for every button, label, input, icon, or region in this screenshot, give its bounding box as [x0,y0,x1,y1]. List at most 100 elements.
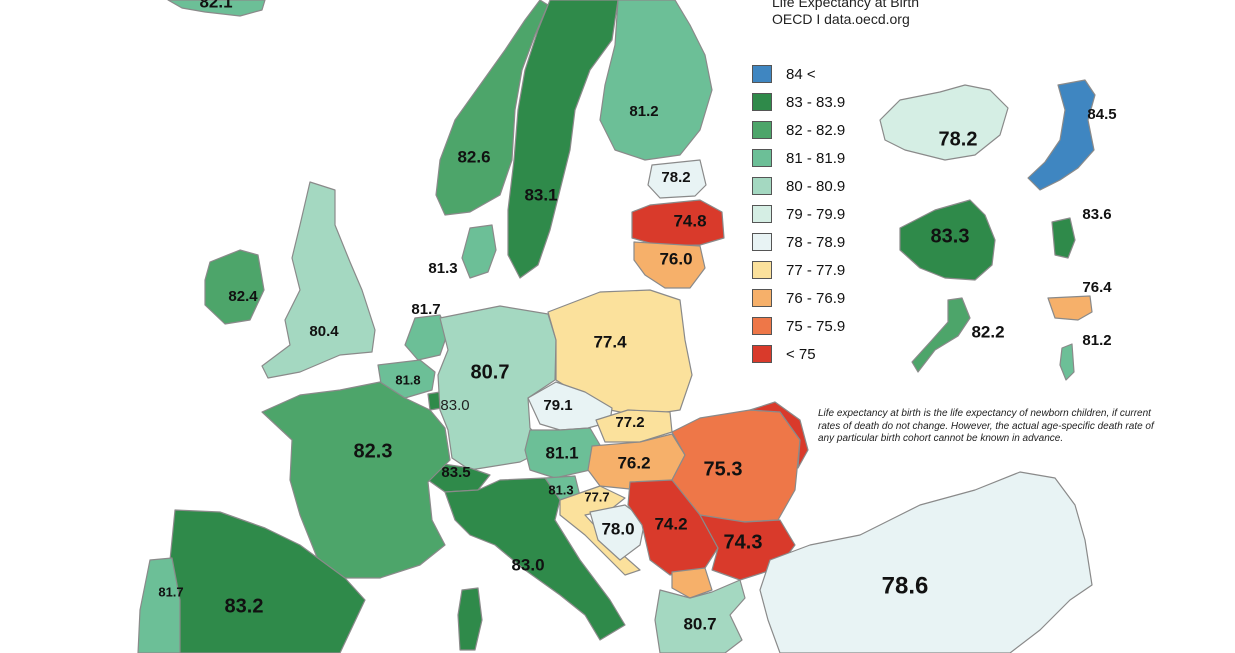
value-iceland: 82.1 [199,0,232,11]
region-denmark [461,224,497,279]
region-turkey [759,471,1093,653]
value-denmark: 81.3 [428,260,457,277]
value-slovakia: 77.2 [615,414,644,431]
region-italy [444,477,626,641]
value-bosnia: 78.0 [601,519,634,538]
value-greece: 80.7 [683,614,716,633]
value-usa: 76.4 [1082,279,1112,296]
value-new-zealand: 82.2 [971,322,1004,341]
legend-label: < 75 [786,345,816,363]
legend-item: 82 - 82.9 [752,116,845,144]
legend-swatch [752,149,772,167]
region-taiwan [1059,343,1075,381]
legend-item: 79 - 79.9 [752,200,845,228]
legend-label: 77 - 77.9 [786,261,846,279]
value-italy: 83.0 [511,555,544,574]
value-czechia: 79.1 [543,397,572,414]
region-estonia [647,159,707,199]
region-macedonia [671,567,713,599]
region-uk [261,181,376,379]
legend-item: 75 - 75.9 [752,312,845,340]
value-croatia: 77.7 [584,489,609,504]
legend-label: 82 - 82.9 [786,121,846,139]
value-austria: 81.1 [545,443,578,462]
legend-swatch [752,177,772,195]
region-poland [547,289,693,417]
legend-label: 75 - 75.9 [786,317,846,335]
value-korea: 83.6 [1082,206,1111,223]
value-netherlands: 81.7 [411,301,440,318]
definition-note: Life expectancy at birth is the life exp… [818,408,1154,444]
legend-swatch [752,261,772,279]
legend-label: 83 - 83.9 [786,93,846,111]
value-turkey: 78.6 [882,572,929,599]
legend-label: 76 - 76.9 [786,289,846,307]
value-france: 82.3 [354,440,393,462]
value-poland: 77.4 [593,332,627,351]
value-spain: 83.2 [225,595,264,617]
legend-label: 79 - 79.9 [786,205,846,223]
title-line-1: Life Expectancy at Birth [772,0,920,10]
value-australia: 83.3 [931,225,970,247]
value-latvia: 74.8 [673,211,706,230]
value-japan: 84.5 [1087,106,1116,123]
legend-item: 77 - 77.9 [752,256,845,284]
legend-swatch [752,93,772,111]
value-uk: 80.4 [309,323,339,340]
legend-label: 80 - 80.9 [786,177,846,195]
value-portugal: 81.7 [158,584,183,599]
value-ireland: 82.4 [228,288,258,305]
region-ukraine-moldova [749,401,809,469]
region-lithuania [633,241,706,289]
legend-swatch [752,121,772,139]
region-new-zealand [911,297,971,373]
value-serbia: 74.2 [654,514,687,533]
value-belgium: 81.8 [395,372,420,387]
region-portugal [137,557,181,653]
legend-swatch [752,317,772,335]
region-latvia [631,199,725,247]
value-china: 78.2 [939,128,978,150]
region-australia [899,199,996,281]
value-luxembourg: 83.0 [440,397,469,414]
legend-item: 84 < [752,60,845,88]
legend-label: 78 - 78.9 [786,233,846,251]
region-sweden [507,0,619,279]
legend-item: 83 - 83.9 [752,88,845,116]
legend-swatch [752,345,772,363]
region-ireland [204,249,265,325]
legend-swatch [752,289,772,307]
region-china [879,84,1009,161]
value-germany: 80.7 [471,361,510,383]
value-finland: 81.2 [629,103,658,120]
legend-label: 81 - 81.9 [786,149,846,167]
region-greece [654,579,746,653]
legend-item: 78 - 78.9 [752,228,845,256]
value-romania: 75.3 [704,458,743,480]
title-line-2: OECD I data.oecd.org [772,11,910,27]
value-estonia: 78.2 [661,169,690,186]
value-lithuania: 76.0 [659,249,692,268]
legend-item: 76 - 76.9 [752,284,845,312]
legend-item: < 75 [752,340,845,368]
value-bulgaria: 74.3 [724,531,763,553]
legend-label: 84 < [786,65,816,83]
region-iceland [167,0,266,17]
value-hungary: 76.2 [617,453,650,472]
value-slovenia: 81.3 [548,482,573,497]
region-korea [1051,217,1076,259]
legend: 84 < 83 - 83.9 82 - 82.9 81 - 81.9 80 - 80.9… [752,60,845,368]
legend-swatch [752,205,772,223]
legend-swatch [752,233,772,251]
value-sweden: 83.1 [524,185,557,204]
map-title: Life Expectancy at Birth OECD I data.oec… [772,0,919,28]
region-japan [1027,79,1096,191]
region-usa [1047,295,1093,321]
legend-item: 80 - 80.9 [752,172,845,200]
value-switzerland: 83.5 [441,464,470,481]
region-bosnia [589,504,646,561]
region-netherlands [404,314,449,361]
region-france [261,381,451,579]
